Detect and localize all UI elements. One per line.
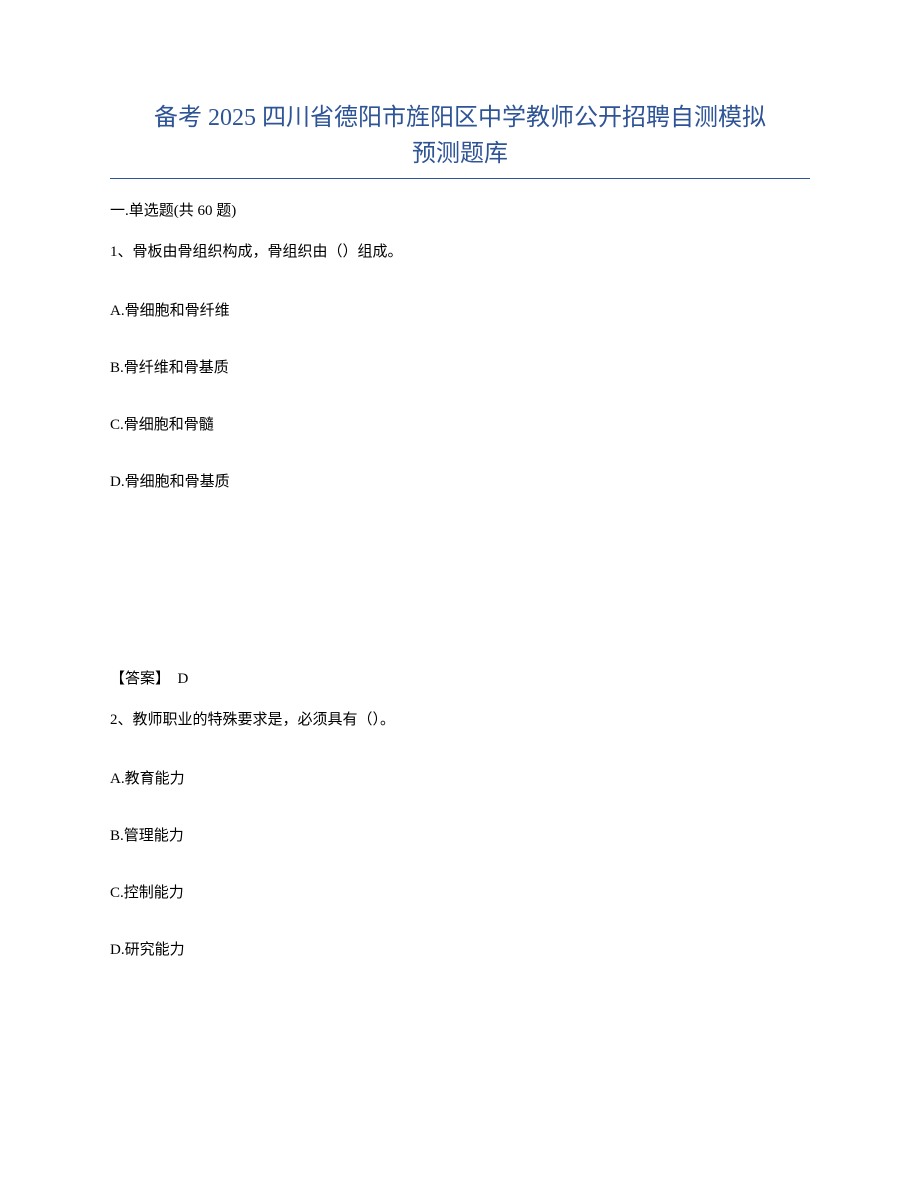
question-2-option-a: A.教育能力 [110,767,810,788]
question-2-number: 2、 [110,712,133,728]
question-1-option-d: D.骨细胞和骨基质 [110,470,810,491]
question-1-stem: 骨板由骨组织构成，骨组织由（）组成。 [133,244,403,260]
answer-value: D [178,671,189,687]
question-1-option-b: B.骨纤维和骨基质 [110,356,810,377]
question-1-number: 1、 [110,244,133,260]
question-2-text: 2、教师职业的特殊要求是，必须具有（）。 [110,710,810,731]
question-1-text: 1、骨板由骨组织构成，骨组织由（）组成。 [110,242,810,263]
spacer [110,527,810,667]
answer-label: 【答案】 [110,671,170,687]
question-2-option-c: C.控制能力 [110,881,810,902]
title-line-2: 预测题库 [110,136,810,172]
title-line-1: 备考 2025 四川省德阳市旌阳区中学教师公开招聘自测模拟 [110,100,810,136]
question-2-option-b: B.管理能力 [110,824,810,845]
title-underline [110,178,810,179]
question-2-option-d: D.研究能力 [110,938,810,959]
question-1-option-a: A.骨细胞和骨纤维 [110,299,810,320]
question-1-answer: 【答案】 D [110,667,810,688]
question-2-stem: 教师职业的特殊要求是，必须具有（）。 [133,712,396,728]
document-title-area: 备考 2025 四川省德阳市旌阳区中学教师公开招聘自测模拟 预测题库 [110,100,810,172]
question-1-option-c: C.骨细胞和骨髓 [110,413,810,434]
section-header: 一.单选题(共 60 题) [110,199,810,220]
